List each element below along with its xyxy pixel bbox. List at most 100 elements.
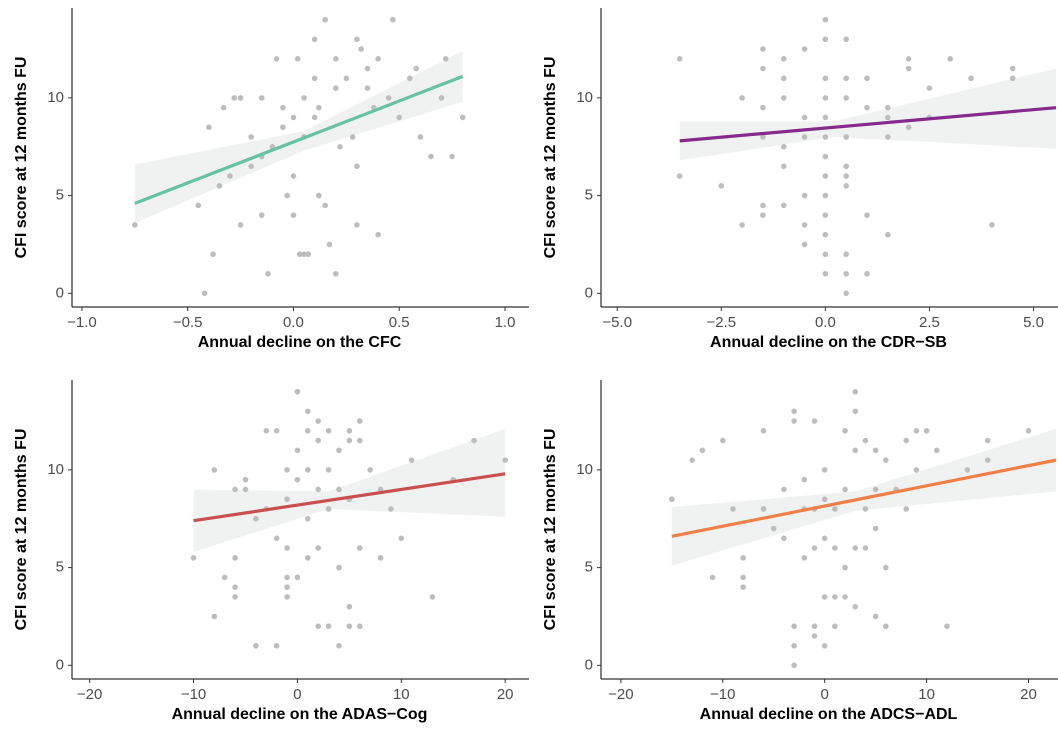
data-point <box>305 251 312 258</box>
y-axis-title: CFI score at 12 months FU <box>13 429 30 631</box>
data-point <box>669 496 675 503</box>
panel: 0 5 10 −1.0 −0.5 0.0 0.5 1.0 Annual decline on t… <box>13 8 529 351</box>
data-point <box>944 623 950 630</box>
data-point <box>325 467 332 473</box>
data-point <box>284 584 290 590</box>
plot-area <box>676 16 1057 297</box>
data-point <box>471 437 477 444</box>
data-point <box>676 56 683 62</box>
data-point <box>315 486 321 493</box>
data-point <box>242 486 249 493</box>
data-point <box>280 104 286 111</box>
data-point <box>343 75 350 82</box>
data-point <box>852 545 859 551</box>
data-point <box>801 46 808 52</box>
data-point <box>315 545 321 551</box>
data-point <box>852 603 859 610</box>
x-tick-label: 5.0 <box>1023 314 1044 331</box>
data-point <box>872 486 879 493</box>
data-point <box>984 437 991 444</box>
data-point <box>689 457 696 463</box>
data-point <box>968 75 974 82</box>
data-point <box>843 75 849 82</box>
y-tick-label: 0 <box>56 656 64 673</box>
data-point <box>780 95 787 101</box>
data-point <box>367 467 373 473</box>
data-point <box>1025 428 1032 434</box>
data-point <box>822 114 829 121</box>
x-tick-label: −5.0 <box>602 314 632 331</box>
data-point <box>316 104 322 111</box>
data-point <box>822 173 829 179</box>
x-axis-title: Annual decline on the ADAS−Cog <box>172 706 428 723</box>
x-tick-label: −10 <box>710 686 735 703</box>
data-point <box>305 408 311 415</box>
data-point <box>740 574 746 581</box>
data-point <box>791 642 797 649</box>
data-point <box>709 574 716 581</box>
data-point <box>760 134 766 140</box>
data-point <box>237 222 244 228</box>
data-point <box>201 290 208 297</box>
data-point <box>821 467 828 473</box>
fit-line <box>193 472 506 523</box>
data-point <box>232 486 238 493</box>
data-point <box>885 114 891 121</box>
plot-area <box>190 388 508 649</box>
data-point <box>811 623 818 630</box>
data-point <box>864 212 870 218</box>
data-point <box>354 222 360 228</box>
data-point <box>413 65 419 72</box>
data-point <box>801 555 808 561</box>
data-point <box>364 65 371 72</box>
data-point <box>740 584 746 590</box>
data-point <box>791 408 797 415</box>
data-point <box>459 114 466 121</box>
data-point <box>290 212 297 218</box>
data-point <box>760 506 767 512</box>
data-point <box>822 270 829 277</box>
y-tick-label: 0 <box>56 284 64 301</box>
data-point <box>232 594 238 600</box>
data-point <box>206 124 212 131</box>
data-point <box>216 183 223 189</box>
data-point <box>852 447 859 454</box>
data-point <box>842 486 848 493</box>
data-point <box>740 555 746 561</box>
data-point <box>864 75 870 82</box>
data-point <box>905 65 912 72</box>
data-point <box>253 642 259 649</box>
data-point <box>822 16 829 23</box>
data-point <box>227 173 233 179</box>
data-point <box>811 545 818 551</box>
data-point <box>358 46 364 52</box>
data-point <box>811 633 818 639</box>
data-point <box>699 447 706 454</box>
data-point <box>821 535 828 542</box>
data-point <box>832 545 838 551</box>
data-point <box>232 555 238 561</box>
data-point <box>305 555 311 561</box>
data-point <box>843 270 849 277</box>
data-point <box>843 290 849 297</box>
data-point <box>332 270 339 277</box>
data-point <box>822 192 829 199</box>
data-point <box>273 642 280 649</box>
data-point <box>273 535 280 542</box>
data-point <box>801 114 808 121</box>
data-point <box>822 212 829 218</box>
y-tick-label: 10 <box>576 89 593 106</box>
data-point <box>718 183 725 189</box>
data-point <box>284 594 290 600</box>
data-point <box>872 525 879 532</box>
data-point <box>843 251 849 258</box>
data-point <box>429 594 436 600</box>
plot-area <box>669 388 1057 669</box>
data-point <box>760 428 767 434</box>
data-point <box>885 104 891 111</box>
data-point <box>801 192 808 199</box>
data-point <box>885 231 891 238</box>
data-point <box>280 124 286 131</box>
x-tick-label: −10 <box>181 686 206 703</box>
